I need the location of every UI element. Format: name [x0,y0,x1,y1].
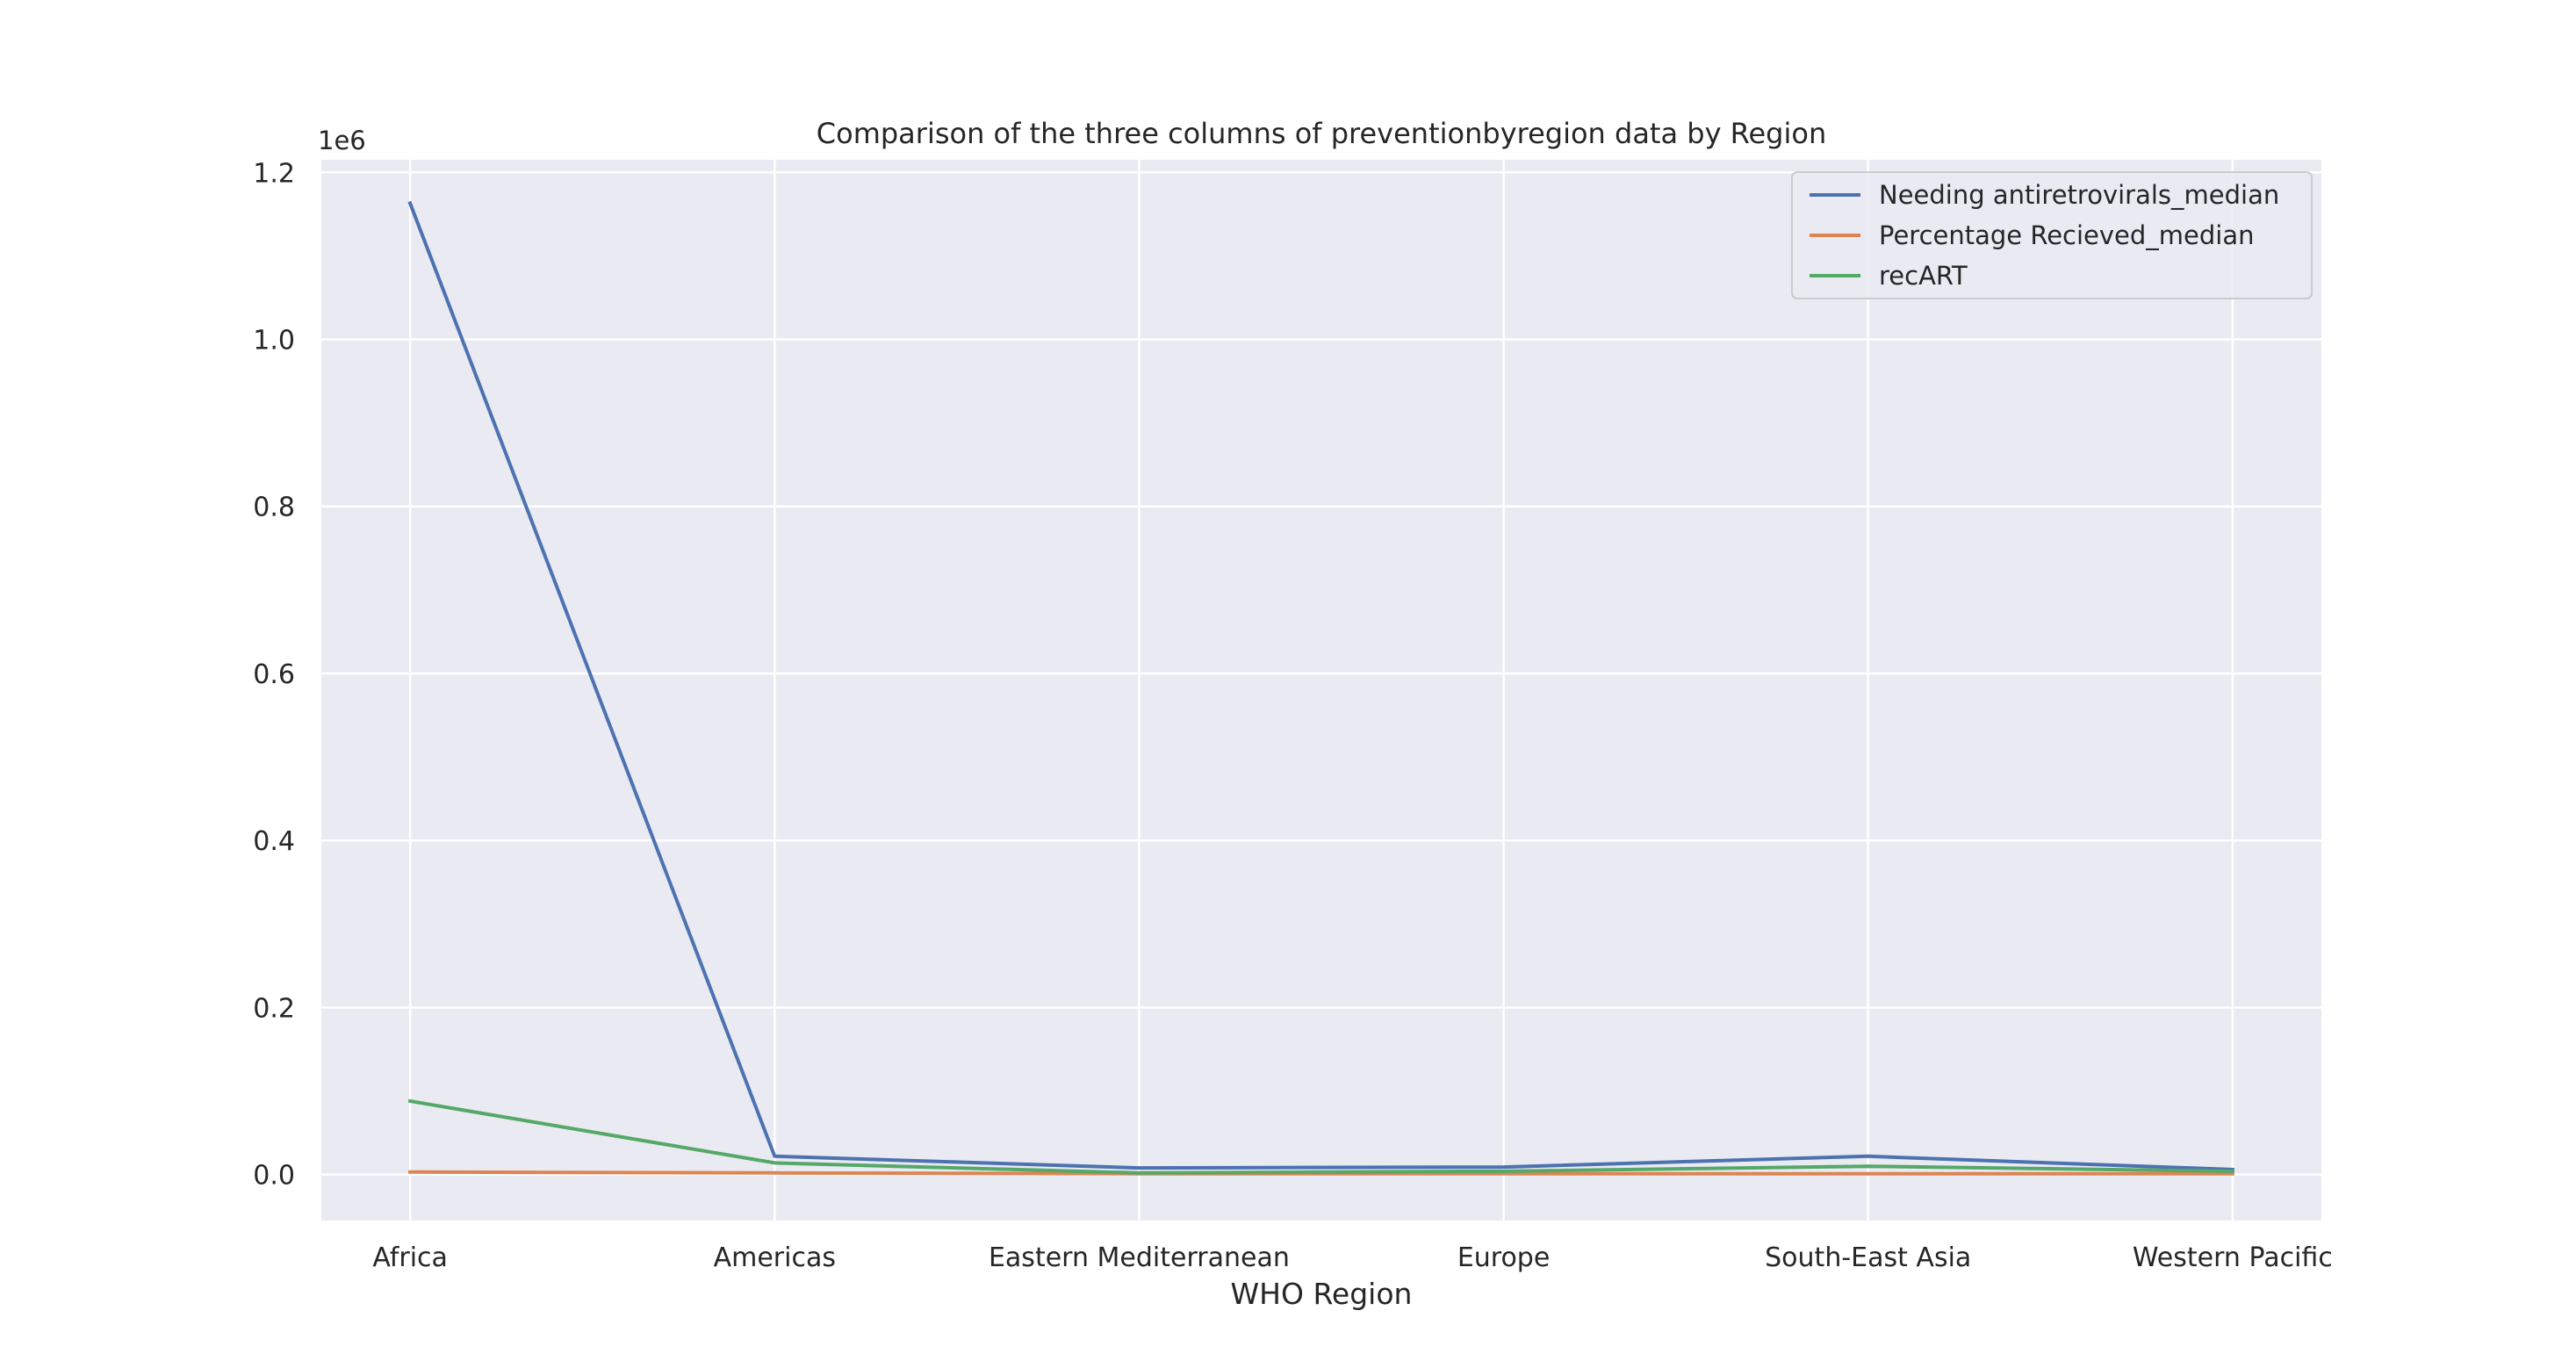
series-line [407,1098,2234,1175]
legend-box [1791,171,2313,299]
y-tick-label: 0.4 [253,826,295,857]
chart-title: Comparison of the three columns of preve… [817,117,1826,150]
legend-label: Percentage Recieved_median [1879,220,2255,250]
legend-label: recART [1879,261,1968,291]
y-tick-labels: 0.0 0.2 0.4 0.6 0.8 1.0 1.2 [253,158,295,1191]
y-offset-label: 1e6 [318,126,366,155]
series-line [407,200,2234,1172]
y-tick-label: 0.8 [253,493,295,523]
y-tick-label: 1.0 [253,326,295,356]
y-tick-label: 0.0 [253,1161,295,1192]
y-tick-label: 1.2 [253,158,295,189]
y-tick-label: 0.6 [253,659,295,690]
plot-background [321,160,2321,1221]
x-axis-label: WHO Region [1231,1277,1413,1311]
x-tick-label: Eastern Mediterranean [989,1242,1290,1273]
y-tick-label: 0.2 [253,993,295,1024]
legend-label: Needing antiretrovirals_median [1879,180,2279,210]
x-tick-label: Americas [714,1242,836,1273]
x-tick-label: Africa [372,1242,448,1273]
legend-items: Needing antiretrovirals_median Percentage… [1810,180,2279,291]
legend: Needing antiretrovirals_median Percentage… [1791,171,2313,299]
x-tick-label: Western Pacific [2133,1242,2333,1273]
series-lines [407,200,2234,1176]
x-tick-labels: Africa Americas Eastern Mediterranean Europ… [372,1242,2332,1273]
x-tick-label: Europe [1457,1242,1551,1273]
x-tick-label: South-East Asia [1765,1242,1971,1273]
